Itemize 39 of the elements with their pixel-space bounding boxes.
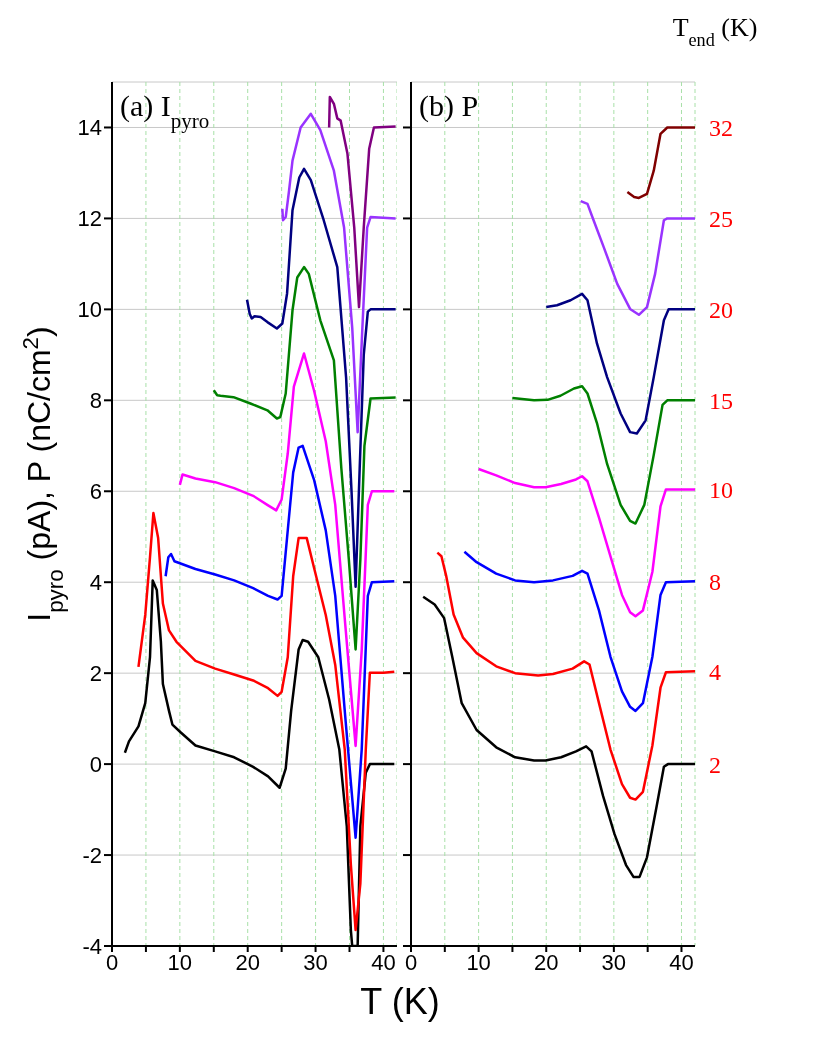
series-label: 32 (709, 114, 733, 141)
y-tick-label: 10 (77, 297, 102, 323)
x-tick-label: 40 (669, 949, 694, 975)
y-tick-label: 8 (89, 388, 102, 414)
x-tick-label: 20 (235, 949, 260, 975)
y-tick-label: -4 (82, 933, 102, 959)
line-series (327, 95, 397, 309)
line-series (281, 112, 397, 434)
x-axis-title: T (K) (360, 981, 440, 1022)
y-tick-label: 0 (89, 751, 102, 777)
x-tick-label: 20 (534, 949, 559, 975)
line-series (178, 352, 396, 748)
series-label: 8 (709, 568, 721, 595)
line-series (164, 444, 396, 840)
y-tick-label: 4 (89, 570, 102, 596)
x-tick-label: 10 (466, 949, 491, 975)
line-series (137, 511, 396, 932)
series-label: 20 (709, 296, 733, 323)
y-tick-label: 14 (77, 115, 102, 141)
line-series (212, 265, 397, 651)
y-tick-label: -2 (82, 842, 102, 868)
x-tick-label: 30 (601, 949, 627, 975)
x-tick-label: 10 (167, 949, 193, 975)
legend-title: T$_{end}$ (K) (672, 13, 758, 50)
y-tick-label: 12 (77, 206, 102, 232)
line-series (245, 167, 397, 589)
x-tick-label: 0 (105, 949, 119, 975)
series-label: 4 (709, 658, 721, 685)
annotation: (a) I$_{pyro}$ (120, 89, 210, 133)
x-tick-label: 30 (303, 949, 328, 975)
x-tick-label: 0 (404, 949, 418, 975)
series-label: 10 (709, 476, 733, 503)
series-label: 25 (709, 205, 733, 232)
series-label: 15 (709, 387, 733, 414)
series-label: 2 (709, 751, 721, 778)
x-tick-label: 40 (371, 949, 396, 975)
annotation: (b) P (419, 89, 479, 123)
y-tick-label: 6 (89, 479, 102, 505)
y-tick-label: 2 (89, 660, 102, 686)
